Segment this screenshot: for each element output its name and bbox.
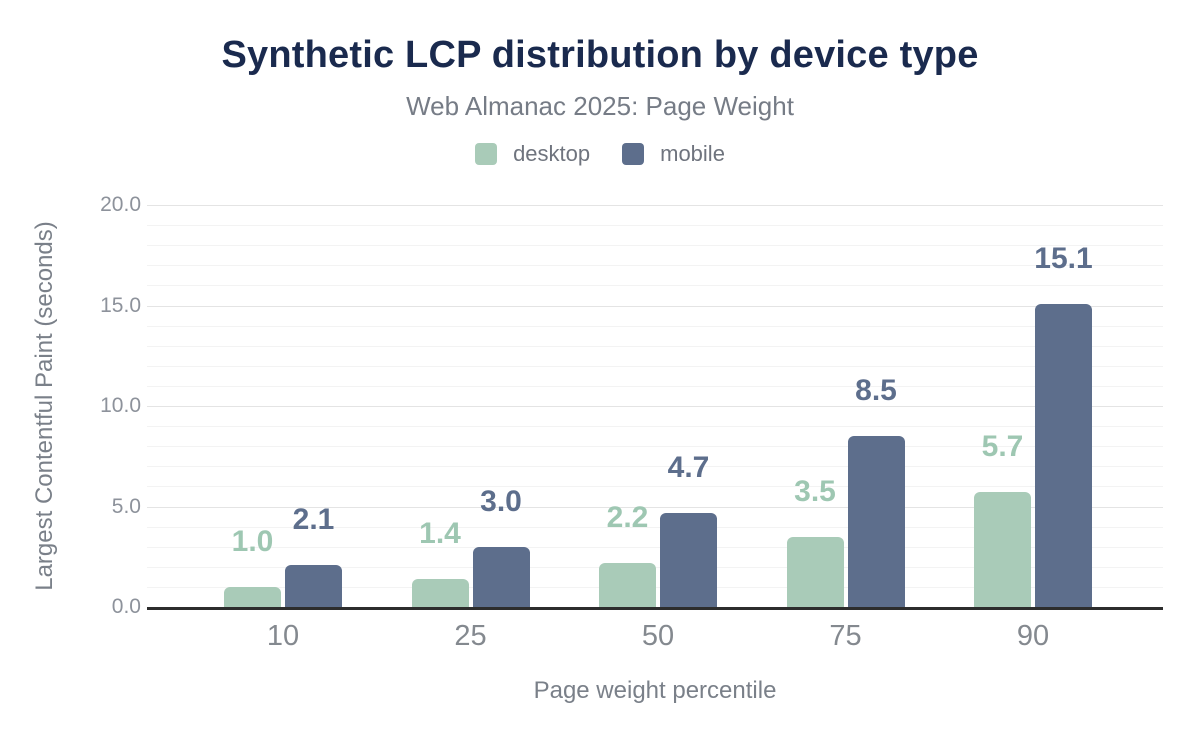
bar-mobile-p50[interactable] — [660, 512, 717, 607]
legend: desktop mobile — [0, 141, 1200, 167]
x-tick-label-90: 90 — [1016, 620, 1050, 652]
x-tick-label-50: 50 — [641, 620, 675, 652]
y-tick-label: 10.0 — [100, 394, 141, 417]
value-label-mobile-p25: 3.0 — [480, 484, 522, 518]
bar-desktop-p75[interactable] — [786, 536, 844, 607]
y-tick-label: 0.0 — [111, 595, 141, 618]
value-label-desktop-p75: 3.5 — [794, 474, 836, 508]
y-tick-label: 15.0 — [100, 293, 141, 317]
chart-subtitle: Web Almanac 2025: Page Weight — [406, 91, 794, 121]
legend-item-mobile[interactable]: mobile — [622, 141, 725, 167]
bar-mobile-p90[interactable] — [1035, 303, 1092, 607]
bar-mobile-p10[interactable] — [285, 564, 342, 607]
legend-swatch-mobile — [622, 143, 645, 165]
gridline-major — [147, 406, 1163, 407]
value-label-mobile-p75: 8.5 — [855, 374, 897, 408]
gridline-minor — [147, 325, 1163, 327]
bar-mobile-p25[interactable] — [472, 546, 530, 607]
value-label-desktop-p50: 2.2 — [606, 500, 649, 534]
gridline-minor — [147, 245, 1163, 247]
bar-mobile-p75[interactable] — [847, 436, 905, 607]
x-tick-label-75: 75 — [829, 620, 862, 652]
legend-item-desktop[interactable]: desktop — [475, 141, 590, 167]
gridline-minor — [147, 345, 1163, 347]
gridline-minor — [147, 285, 1163, 287]
value-label-desktop-p10: 1.0 — [231, 524, 274, 558]
gridline-minor — [147, 385, 1163, 387]
x-axis-title: Page weight percentile — [533, 677, 777, 704]
gridline-major — [147, 506, 1163, 508]
legend-swatch-desktop — [475, 143, 498, 165]
plot-area: 0.0 5.0 10.0 15.0 20.0 10 25 50 75 90 1.0 1.4 2.2 3.5… — [100, 194, 1163, 652]
gridline-minor — [147, 486, 1163, 488]
gridline-minor — [147, 265, 1163, 267]
value-label-mobile-p10: 2.1 — [292, 502, 335, 536]
x-tick-label-10: 10 — [266, 620, 300, 652]
gridline-minor — [147, 446, 1163, 448]
gridline-minor — [147, 526, 1163, 528]
y-tick-label: 5.0 — [111, 494, 141, 518]
chart-title: Synthetic LCP distribution by device typ… — [221, 34, 979, 76]
bar-desktop-p10[interactable] — [224, 586, 281, 607]
value-label-mobile-p90: 15.1 — [1034, 241, 1093, 275]
gridline-minor — [147, 466, 1163, 468]
legend-label-mobile: mobile — [660, 141, 725, 166]
gridline-minor — [147, 546, 1163, 548]
bar-desktop-p90[interactable] — [974, 492, 1031, 607]
gridline-minor — [147, 426, 1163, 428]
legend-label-desktop: desktop — [513, 141, 591, 166]
value-label-mobile-p50: 4.7 — [667, 450, 710, 484]
bar-desktop-p25[interactable] — [411, 578, 469, 607]
gridline-minor — [147, 365, 1163, 367]
x-tick-label-25: 25 — [454, 620, 487, 652]
gridline-minor — [147, 225, 1163, 227]
value-label-desktop-p25: 1.4 — [419, 516, 461, 550]
gridline-major — [147, 205, 1163, 206]
bar-desktop-p50[interactable] — [599, 562, 656, 607]
value-label-desktop-p90: 5.7 — [981, 430, 1024, 464]
y-tick-label: 20.0 — [100, 193, 141, 216]
gridline-major — [147, 305, 1163, 307]
